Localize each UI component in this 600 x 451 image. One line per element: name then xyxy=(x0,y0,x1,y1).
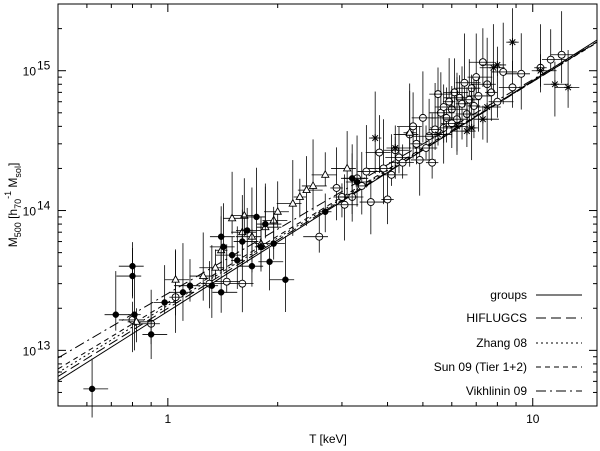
y-label-unit: M xyxy=(6,178,20,191)
group-filled-marker xyxy=(147,331,155,338)
group-filled-marker xyxy=(131,311,138,318)
cluster-triangle-marker xyxy=(320,169,330,178)
group-filled-marker xyxy=(270,240,277,247)
y-tick-base: 10 xyxy=(23,205,37,219)
y-label-h-sub: 70 xyxy=(13,199,23,209)
y-label-h-sup: -1 xyxy=(3,191,13,199)
group-filled-marker xyxy=(88,385,96,393)
legend-entry-label: Vikhlinin 09 xyxy=(466,384,527,398)
legend: groups HIFLUGCS Zhang 08 Sun 09 (Tier 1+2) V… xyxy=(434,288,582,398)
y-label-sub: 500 xyxy=(13,222,23,237)
y-tick-label: 10 xyxy=(23,65,37,79)
relation-line xyxy=(58,41,597,359)
y-label-main: M xyxy=(6,237,20,247)
group-filled-marker xyxy=(228,251,236,259)
legend-entry-label: groups xyxy=(490,288,527,302)
y-tick-exponent: 13 xyxy=(37,338,51,352)
cluster-triangle-marker xyxy=(302,185,311,194)
group-filled-marker xyxy=(239,238,246,245)
y-label-bracket-open: [h xyxy=(6,209,20,222)
y-tick-base: 10 xyxy=(23,344,37,358)
cluster-triangle-marker xyxy=(295,192,305,200)
cluster-triangle-marker xyxy=(273,206,283,215)
cluster-triangle-marker xyxy=(211,262,220,271)
group-filled-marker xyxy=(248,262,256,270)
group-filled-marker xyxy=(161,299,168,306)
cluster-star-marker xyxy=(508,38,517,47)
group-filled-marker xyxy=(129,272,136,280)
cluster-star-marker xyxy=(434,130,443,139)
legend-entry-label: Zhang 08 xyxy=(476,336,527,350)
plot-frame xyxy=(57,3,598,407)
cluster-triangle-marker xyxy=(288,198,298,207)
group-filled-marker xyxy=(243,227,251,234)
legend-entry-label: HIFLUGCS xyxy=(466,311,527,325)
cluster-triangle-marker xyxy=(227,213,237,222)
y-label-bracket-close: ] xyxy=(6,163,20,166)
x-axis-label: T [keV] xyxy=(309,432,347,446)
x-tick-label: 1 xyxy=(165,412,172,426)
cluster-star-marker xyxy=(452,122,461,131)
cluster-triangle-marker xyxy=(342,163,352,172)
cluster-star-marker xyxy=(564,83,573,92)
group-filled-marker xyxy=(282,276,289,283)
group-filled-marker xyxy=(253,213,260,221)
cluster-triangle-marker xyxy=(171,274,180,283)
cluster-star-marker xyxy=(489,63,498,72)
cluster-star-marker xyxy=(550,80,559,89)
cluster-triangle-marker xyxy=(308,180,318,189)
cluster-star-marker xyxy=(391,144,400,153)
y-tick-label: 10 xyxy=(23,205,37,219)
relation-line xyxy=(58,42,597,370)
cluster-star-marker xyxy=(478,115,487,124)
group-filled-marker xyxy=(234,257,241,264)
cluster-star-marker xyxy=(462,127,471,136)
group-filled-marker xyxy=(217,233,225,240)
group-filled-marker xyxy=(348,175,356,182)
group-filled-marker xyxy=(321,208,329,216)
cluster-triangle-marker xyxy=(405,127,415,136)
y-tick-base: 10 xyxy=(23,65,37,79)
group-filled-marker xyxy=(179,289,187,296)
legend-entry-label: Sun 09 (Tier 1+2) xyxy=(434,360,527,374)
y-tick-exponent: 15 xyxy=(37,59,51,73)
y-label-unit-sub: sol xyxy=(13,166,23,178)
y-tick-label: 10 xyxy=(23,344,37,358)
y-tick-exponent: 14 xyxy=(37,199,51,213)
group-filled-marker xyxy=(266,258,273,266)
cluster-star-marker xyxy=(536,66,545,75)
group-filled-marker xyxy=(217,289,225,296)
group-filled-marker xyxy=(186,282,194,289)
cluster-star-marker xyxy=(467,123,476,132)
cluster-star-marker xyxy=(493,60,502,69)
group-filled-marker xyxy=(353,178,361,186)
y-axis-label: M500 [h70-1 Msol] xyxy=(3,163,23,248)
data-points xyxy=(83,8,580,418)
cluster-star-marker xyxy=(371,134,380,143)
group-filled-marker xyxy=(257,243,265,251)
cluster-triangle-marker xyxy=(198,271,208,279)
group-filled-marker xyxy=(220,243,227,251)
axis-ticks xyxy=(57,3,597,407)
x-tick-label: 10 xyxy=(526,412,540,426)
group-filled-marker xyxy=(208,282,216,289)
cluster-star-marker xyxy=(483,103,492,112)
group-filled-marker xyxy=(262,220,269,228)
group-filled-marker xyxy=(112,311,120,318)
